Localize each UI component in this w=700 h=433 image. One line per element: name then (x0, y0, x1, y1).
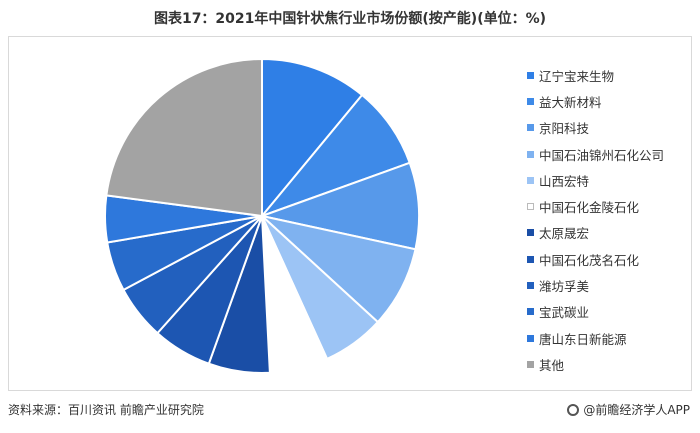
pie-slice-11 (105, 57, 263, 218)
legend-label: 益大新材料 (539, 94, 602, 110)
chart-frame (8, 36, 692, 391)
legend-label: 宝武碳业 (539, 305, 590, 321)
brand-label: @前瞻经济学人APP (583, 403, 690, 417)
legend-item-4: 山西宏特 (527, 167, 664, 193)
legend-label: 太原晟宏 (539, 226, 590, 242)
legend-item-11: 其他 (527, 351, 664, 377)
legend-swatch (527, 360, 534, 368)
legend-swatch (527, 255, 534, 263)
legend-label: 中国石化茂名石化 (539, 252, 640, 268)
legend-swatch (527, 176, 534, 184)
legend-item-9: 宝武碳业 (527, 299, 664, 325)
legend-item-6: 太原晟宏 (527, 220, 664, 246)
chart-title: 图表17：2021年中国针状焦行业市场份额(按产能)(单位：%) (153, 11, 547, 27)
legend-swatch (527, 124, 534, 132)
legend-label: 京阳科技 (539, 121, 590, 137)
legend-swatch (527, 150, 534, 158)
legend-item-10: 唐山东日新能源 (527, 325, 664, 351)
legend-swatch (527, 97, 534, 105)
legend-label: 其他 (539, 357, 565, 373)
legend-label: 潍坊孚美 (539, 279, 590, 295)
legend-item-3: 中国石油锦州石化公司 (527, 141, 664, 167)
legend-item-7: 中国石化茂名石化 (527, 246, 664, 272)
legend-item-2: 京阳科技 (527, 115, 664, 141)
legend: 辽宁宝来生物 益大新材料京阳科技中国石油锦州石化公司 山西宏特中国石化金陵石化 太原晟… (527, 62, 664, 378)
legend-swatch (527, 71, 534, 79)
legend-item-0: 辽宁宝来生物 (527, 62, 664, 88)
legend-swatch (527, 282, 534, 290)
legend-swatch (527, 308, 534, 316)
source-note: 资料来源：百川资讯 前瞻产业研究院 (8, 403, 204, 417)
legend-item-5: 中国石化金陵石化 (527, 193, 664, 219)
pie-slice-0 (261, 57, 364, 219)
legend-label: 辽宁宝来生物 (539, 68, 615, 84)
pie-slice-1 (258, 93, 411, 219)
legend-item-8: 潍坊孚美 (527, 272, 664, 298)
brand-logo-icon (567, 403, 580, 416)
legend-swatch (527, 334, 534, 342)
legend-swatch (527, 203, 534, 211)
legend-label: 中国石化金陵石化 (539, 200, 640, 216)
brand-note: @前瞻经济学人APP (567, 401, 690, 418)
legend-swatch (527, 229, 534, 237)
legend-item-1: 益大新材料 (527, 88, 664, 114)
legend-label: 唐山东日新能源 (539, 331, 627, 347)
legend-label: 中国石油锦州石化公司 (539, 147, 665, 163)
legend-label: 山西宏特 (539, 173, 590, 189)
pie-slice-2 (258, 161, 420, 251)
